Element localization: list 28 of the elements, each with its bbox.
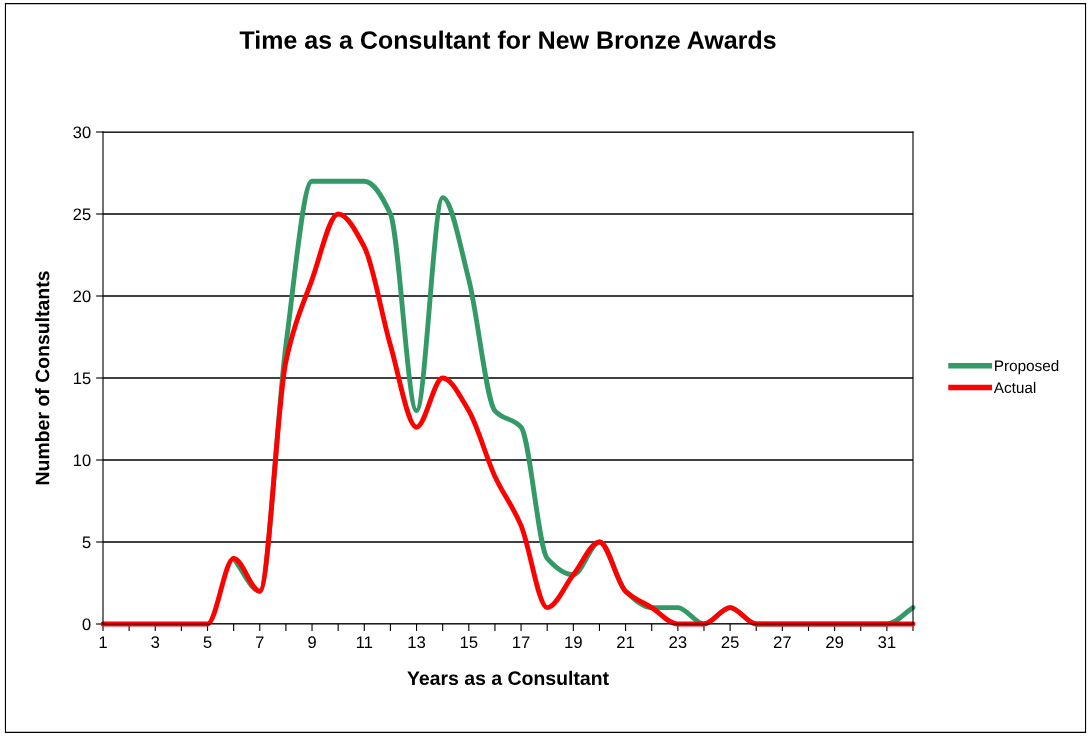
x-tick-label: 29 [826, 636, 844, 649]
x-tick-label: 9 [308, 636, 316, 649]
y-tick-label: 20 [73, 290, 91, 303]
y-tick-label: 10 [73, 454, 91, 467]
x-tick-label: 11 [356, 636, 373, 648]
x-tick-label: 13 [408, 636, 426, 649]
x-tick-label: 23 [669, 636, 687, 649]
x-tick-label: 19 [565, 636, 582, 649]
x-tick-label: 21 [617, 636, 635, 648]
y-tick-label: 0 [82, 618, 91, 631]
x-tick-label: 31 [878, 636, 896, 649]
x-tick-label: 15 [460, 636, 478, 649]
x-tick-label: 17 [513, 636, 530, 648]
y-tick-label: 15 [73, 372, 91, 385]
y-tick-label: 30 [73, 126, 91, 139]
legend-label: Actual [993, 381, 1036, 394]
y-tick-label: 25 [73, 208, 91, 221]
y-tick-label: 5 [82, 536, 91, 549]
x-tick-label: 27 [773, 636, 791, 648]
chart-title: Time as a Consultant for New Bronze Awards [239, 30, 776, 49]
y-axis-title: Number of Consultants [35, 271, 50, 485]
x-tick-label: 1 [99, 636, 107, 648]
x-tick-label: 25 [721, 636, 739, 649]
x-tick-label: 7 [255, 636, 264, 648]
legend-label: Proposed [995, 359, 1059, 375]
x-axis-title: Years as a Consultant [407, 670, 609, 686]
x-tick-label: 3 [151, 636, 160, 649]
x-tick-label: 5 [203, 636, 212, 649]
